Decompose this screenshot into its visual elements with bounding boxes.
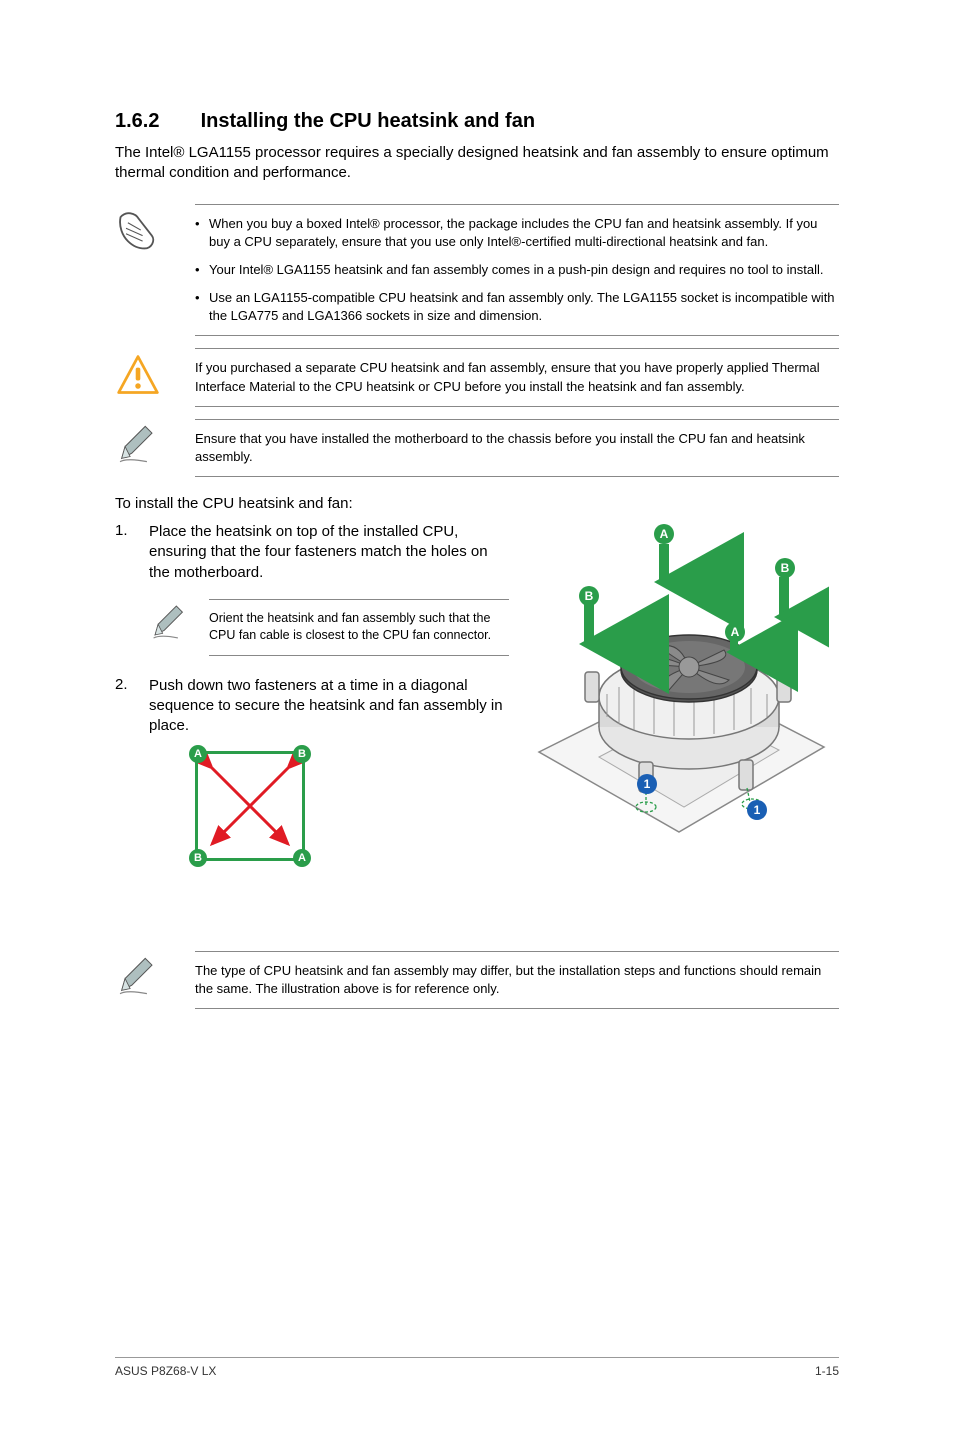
section-heading: 1.6.2 Installing the CPU heatsink and fa…: [115, 110, 839, 133]
note-block-pencil: Ensure that you have installed the mothe…: [115, 419, 839, 477]
section-number: 1.6.2: [115, 110, 195, 133]
step-1: 1. Place the heatsink on top of the inst…: [115, 522, 509, 583]
step-2: 2. Push down two fasteners at a time in …: [115, 676, 509, 737]
warning-text: If you purchased a separate CPU heatsink…: [195, 348, 839, 406]
hand-icon: [115, 204, 165, 337]
pencil-icon: [115, 419, 165, 477]
note-item: When you buy a boxed Intel® processor, t…: [195, 215, 839, 251]
warning-icon: [115, 348, 165, 406]
footer-left: ASUS P8Z68-V LX: [115, 1364, 216, 1378]
corner-label-tl: A: [189, 745, 207, 763]
corner-label-br: A: [293, 849, 311, 867]
two-column-layout: 1. Place the heatsink on top of the inst…: [115, 522, 839, 861]
step-text: Push down two fasteners at a time in a d…: [149, 676, 509, 737]
intro-paragraph: The Intel® LGA1155 processor requires a …: [115, 143, 839, 184]
page-footer: ASUS P8Z68-V LX 1-15: [115, 1357, 839, 1378]
note-block-info: When you buy a boxed Intel® processor, t…: [115, 204, 839, 337]
footer-right: 1-15: [815, 1364, 839, 1378]
ensure-text: Ensure that you have installed the mothe…: [195, 419, 839, 477]
step-text: Place the heatsink on top of the install…: [149, 522, 509, 583]
orient-note-text: Orient the heatsink and fan assembly suc…: [209, 599, 509, 656]
step-number: 2.: [115, 676, 149, 737]
heatsink-illustration: A B B A 1 1: [529, 522, 829, 842]
pencil-icon: [149, 599, 189, 656]
inline-note-orient: Orient the heatsink and fan assembly suc…: [149, 599, 509, 656]
corner-label-tr: B: [293, 745, 311, 763]
steps-intro: To install the CPU heatsink and fan:: [115, 495, 839, 512]
diagonal-diagram: A B B A: [195, 751, 305, 861]
right-column: A B B A 1 1: [529, 522, 839, 861]
note-item: Use an LGA1155-compatible CPU heatsink a…: [195, 289, 839, 325]
corner-label-bl: B: [189, 849, 207, 867]
left-column: 1. Place the heatsink on top of the inst…: [115, 522, 509, 861]
step-number: 1.: [115, 522, 149, 583]
note-block-bottom: The type of CPU heatsink and fan assembl…: [115, 951, 839, 1009]
section-title: Installing the CPU heatsink and fan: [201, 110, 536, 132]
pencil-icon: [115, 951, 165, 1009]
note-item: Your Intel® LGA1155 heatsink and fan ass…: [195, 261, 839, 279]
note-block-warning: If you purchased a separate CPU heatsink…: [115, 348, 839, 406]
bottom-note-text: The type of CPU heatsink and fan assembl…: [195, 951, 839, 1009]
note-body: When you buy a boxed Intel® processor, t…: [195, 204, 839, 337]
